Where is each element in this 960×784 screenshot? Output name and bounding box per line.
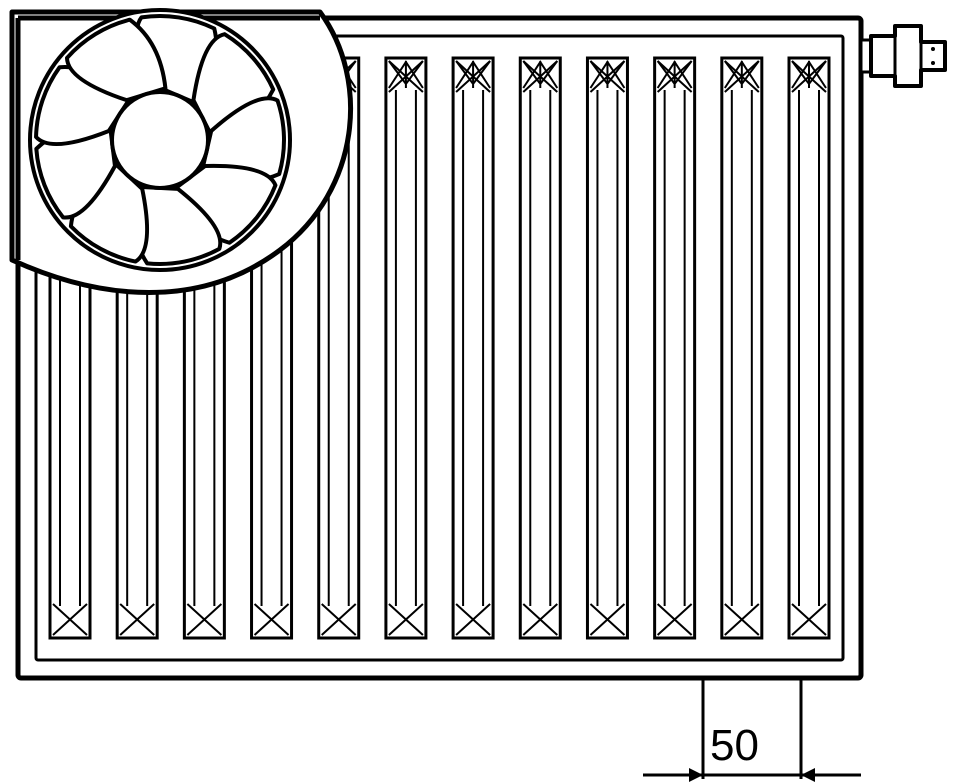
dimension-value: 50 bbox=[710, 721, 759, 770]
radiator-technical-drawing: 50 bbox=[0, 0, 960, 784]
